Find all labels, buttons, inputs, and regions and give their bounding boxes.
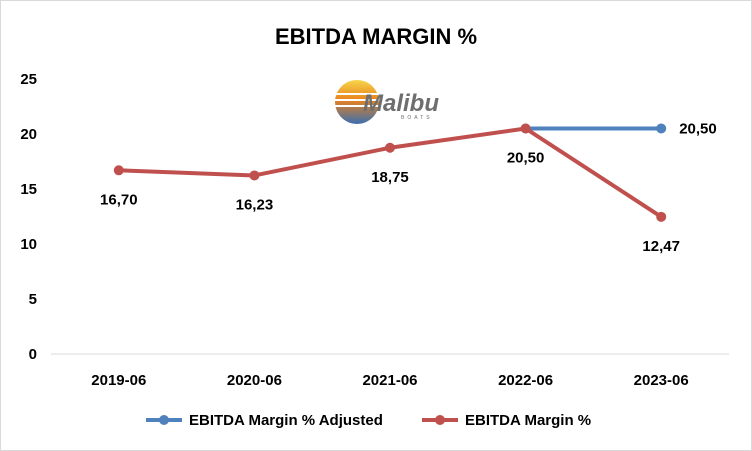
data-labels: 20,50 16,70 16,23 18,75 20,50 12,47	[100, 121, 717, 255]
y-tick-label: 25	[20, 71, 37, 88]
data-point	[520, 123, 531, 134]
x-tick-label: 2020-06	[227, 372, 282, 389]
y-tick-label: 10	[20, 236, 37, 253]
y-tick-label: 20	[20, 126, 37, 143]
x-tick-label: 2019-06	[91, 372, 146, 389]
data-label: 20,50	[507, 150, 545, 167]
x-tick-label: 2023-06	[634, 372, 689, 389]
chart-title: EBITDA MARGIN %	[275, 24, 477, 49]
y-tick-label: 5	[29, 291, 37, 308]
data-label: 16,70	[100, 191, 138, 208]
data-point	[249, 170, 260, 181]
logo-sun-icon	[335, 80, 379, 124]
legend-entry-label: EBITDA Margin % Adjusted	[189, 412, 383, 429]
logo-subtext: BOATS	[401, 115, 433, 121]
company-logo: Malibu BOATS	[335, 80, 439, 124]
data-point	[656, 211, 667, 222]
data-point	[113, 165, 124, 176]
logo-text: Malibu	[363, 90, 439, 117]
x-tick-label: 2021-06	[362, 372, 417, 389]
legend-swatch-marker	[435, 415, 445, 425]
x-axis: 2019-06 2020-06 2021-06 2022-06 2023-06	[91, 372, 688, 389]
legend: EBITDA Margin % Adjusted EBITDA Margin %	[146, 412, 591, 429]
data-point	[385, 142, 395, 153]
data-label: 18,75	[371, 169, 409, 186]
data-point	[656, 123, 667, 134]
x-tick-label: 2022-06	[498, 372, 553, 389]
data-label: 20,50	[679, 121, 717, 138]
y-axis: 0 5 10 15 20 25	[20, 71, 37, 363]
y-tick-label: 0	[29, 346, 37, 363]
legend-entry-label: EBITDA Margin %	[465, 412, 591, 429]
data-label: 12,47	[642, 238, 680, 255]
legend-swatch-marker	[159, 415, 169, 425]
series-layer	[113, 123, 667, 222]
y-tick-label: 15	[20, 181, 37, 198]
data-label: 16,23	[236, 196, 274, 213]
